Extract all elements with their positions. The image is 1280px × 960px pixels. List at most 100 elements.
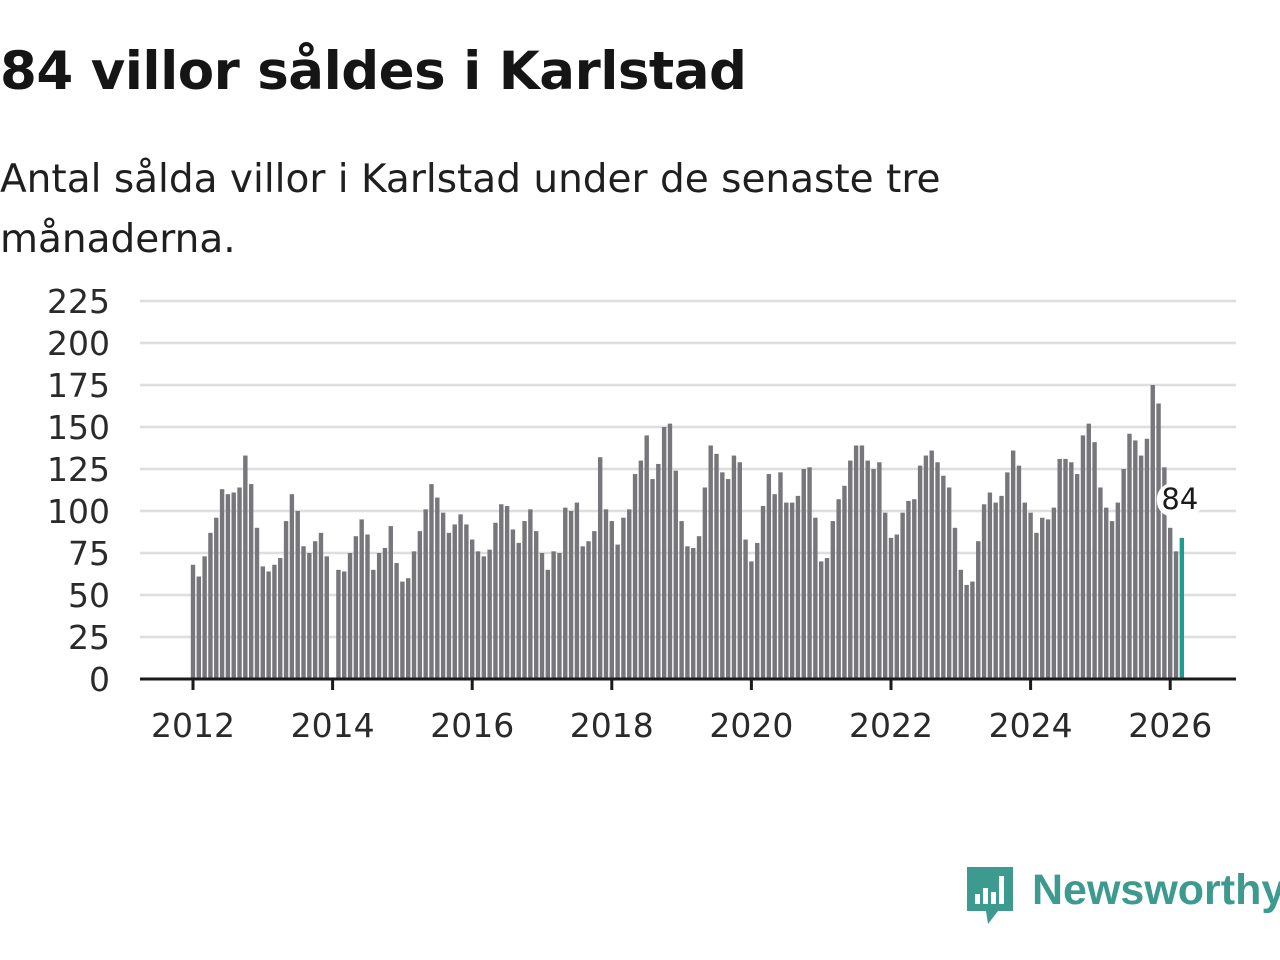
bar (708, 445, 713, 679)
bar (987, 492, 993, 679)
bar (487, 549, 492, 679)
chart-title: 84 villor såldes i Karlstad (0, 41, 747, 102)
bar (702, 487, 708, 679)
x-axis-ticks: 2012 2014 2016 2018 2020 2022 2024 2026 (151, 679, 1212, 745)
bar (1034, 532, 1039, 679)
bar (580, 546, 585, 679)
bar (1069, 462, 1074, 679)
bar (406, 578, 411, 679)
bar (836, 499, 841, 679)
bar (853, 445, 859, 679)
bar (632, 474, 638, 679)
y-tick-label: 0 (89, 660, 110, 699)
bar (574, 502, 580, 679)
bar (394, 563, 399, 679)
bar (1109, 521, 1115, 679)
bar (1127, 433, 1132, 679)
bar (289, 494, 295, 679)
bar (725, 479, 731, 679)
bar (865, 460, 870, 679)
bar (1104, 507, 1109, 679)
y-tick-label: 75 (68, 534, 110, 573)
bar (638, 460, 644, 679)
x-tick-label: 2026 (1128, 706, 1212, 745)
bar (190, 564, 196, 679)
bar (650, 479, 655, 679)
bar (1086, 423, 1091, 679)
bar (586, 541, 591, 679)
bar (882, 512, 888, 679)
bar (493, 522, 498, 679)
bar (894, 534, 900, 679)
bar (952, 527, 958, 679)
bar (225, 494, 231, 679)
bar (615, 544, 620, 679)
y-tick-label: 50 (68, 576, 110, 615)
bar (510, 529, 516, 679)
bar (784, 502, 789, 679)
bar (743, 539, 748, 679)
bar (1016, 465, 1022, 679)
bar (347, 553, 353, 679)
bar (272, 564, 277, 679)
bar (888, 537, 894, 679)
bar (563, 507, 568, 679)
bar (499, 504, 504, 679)
bar (475, 551, 481, 679)
bar (900, 512, 905, 679)
bar (679, 521, 684, 679)
bar (196, 576, 202, 679)
bar (656, 463, 661, 679)
bar (429, 484, 434, 679)
bar (795, 495, 801, 679)
bar (243, 455, 248, 679)
bar (912, 499, 917, 679)
bar (1138, 455, 1144, 679)
bar (877, 462, 882, 679)
bar (731, 455, 737, 679)
bar (388, 526, 393, 679)
bar (336, 569, 341, 679)
x-tick-label: 2012 (151, 706, 235, 745)
bar (1040, 517, 1045, 679)
bar (1057, 458, 1062, 679)
bar (522, 521, 527, 679)
bar (999, 495, 1004, 679)
newsworthy-logo-icon (967, 867, 1013, 924)
brand-name: Newsworthy (1032, 866, 1280, 914)
bar (1144, 438, 1150, 679)
bar (760, 505, 766, 679)
y-tick-label: 125 (47, 450, 110, 489)
bar (1080, 435, 1086, 679)
bar (673, 470, 678, 679)
bar (400, 581, 405, 679)
bar (411, 551, 417, 679)
bar (295, 511, 300, 679)
bar (1051, 507, 1057, 679)
bar (766, 474, 772, 679)
bar (859, 445, 865, 679)
bar (371, 569, 376, 679)
y-tick-label: 200 (47, 324, 110, 363)
bar (464, 524, 469, 679)
bar (312, 541, 318, 679)
bar (964, 584, 969, 679)
bar (993, 502, 998, 679)
bar (551, 551, 556, 679)
bar (627, 509, 632, 679)
bar (1173, 551, 1179, 679)
bar (685, 546, 690, 679)
x-tick-label: 2016 (430, 706, 514, 745)
bar (958, 569, 963, 679)
bar (324, 556, 329, 679)
bar (382, 547, 388, 679)
bar (842, 485, 847, 679)
bar (307, 553, 312, 679)
bar (452, 524, 457, 679)
bar (266, 571, 271, 679)
bar (906, 500, 911, 679)
bar (1045, 519, 1051, 679)
bar (848, 460, 853, 679)
bar (237, 487, 242, 679)
